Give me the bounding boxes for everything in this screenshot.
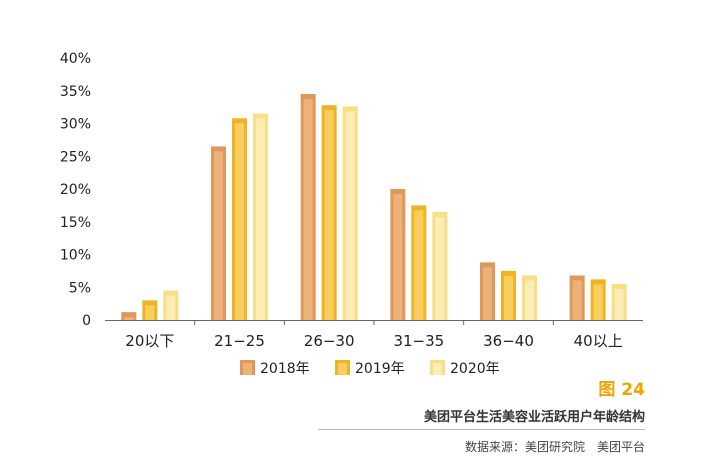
y-tick-label: 25% — [60, 149, 91, 165]
bar-inner — [145, 305, 155, 320]
y-tick-label: 5% — [69, 280, 91, 296]
legend-label: 2018年 — [260, 361, 310, 377]
legend-label: 2020年 — [450, 361, 500, 377]
bar-inner — [235, 123, 244, 320]
x-tick-label: 26−30 — [304, 332, 355, 350]
y-tick-label: 30% — [60, 117, 91, 133]
bar-inner — [303, 99, 313, 321]
bar-inner — [214, 151, 223, 320]
bar-inner — [324, 110, 334, 320]
x-tick-label: 20以下 — [125, 332, 174, 350]
bar-inner — [614, 288, 624, 320]
y-tick-label: 10% — [60, 248, 91, 264]
y-tick-label: 0 — [82, 313, 91, 329]
bar — [121, 312, 137, 320]
bar-inner — [393, 194, 403, 320]
bar-inner — [593, 284, 603, 320]
y-tick-label: 20% — [60, 182, 91, 198]
bar-inner — [414, 210, 424, 320]
legend-swatch-inner — [338, 363, 347, 375]
x-tick-label: 21−25 — [214, 332, 265, 350]
bar-inner — [572, 280, 582, 320]
bar-inner — [525, 280, 534, 320]
figure-title: 美团平台生活美容业活跃用户年龄结构 — [423, 410, 645, 425]
x-tick-label: 40以上 — [574, 332, 623, 350]
legend-swatch-inner — [243, 363, 252, 375]
bar-inner — [166, 295, 176, 320]
x-tick-label: 31−35 — [393, 332, 444, 350]
bar-inner — [124, 317, 134, 320]
y-tick-label: 15% — [60, 215, 91, 231]
divider — [318, 429, 645, 430]
legend-swatch-inner — [433, 363, 442, 375]
y-tick-label: 35% — [60, 84, 91, 100]
legend-label: 2019年 — [355, 361, 405, 377]
bar-inner — [345, 111, 355, 320]
figure-source: 数据来源：美团研究院 美团平台 — [464, 440, 645, 454]
bar-inner — [483, 267, 492, 320]
figure-label: 图 24 — [598, 380, 645, 400]
y-tick-label: 40% — [60, 51, 91, 67]
bar-inner — [256, 118, 265, 320]
x-tick-label: 36−40 — [483, 332, 534, 350]
bar-inner — [504, 275, 513, 320]
bar-inner — [435, 216, 445, 320]
